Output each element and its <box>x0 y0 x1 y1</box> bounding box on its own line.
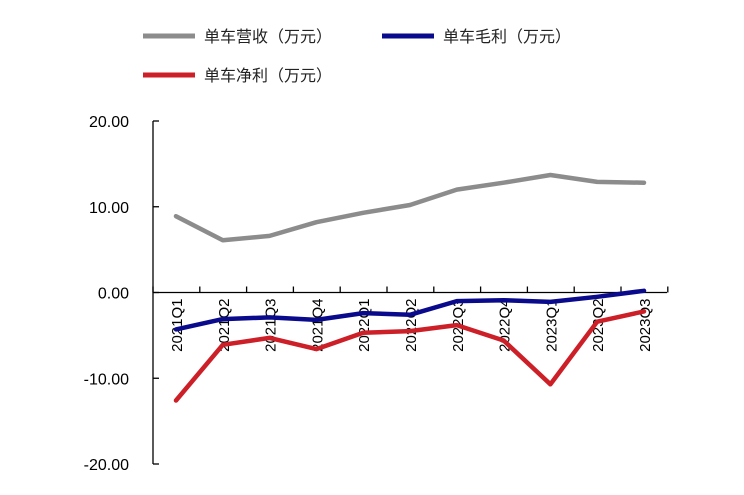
series-line-revenue <box>173 172 647 243</box>
x-tick-label: 2023Q1 <box>543 299 560 352</box>
x-tick-label: 2021Q1 <box>169 299 186 352</box>
y-tick-label: 10.00 <box>89 200 129 217</box>
y-tick-label: 0.00 <box>98 286 129 303</box>
x-tick-label: 2023Q3 <box>637 299 654 352</box>
y-tick-label: -20.00 <box>84 457 129 474</box>
x-tick-label: 2023Q2 <box>590 299 607 352</box>
x-tick-label: 2022Q2 <box>403 299 420 352</box>
series-layer <box>173 172 647 403</box>
legend-label: 单车净利（万元） <box>204 66 332 85</box>
y-tick-label: 20.00 <box>89 114 129 131</box>
x-tick-label: 2021Q3 <box>263 299 280 352</box>
x-tick-label: 2021Q4 <box>309 299 326 352</box>
legend-label: 单车毛利（万元） <box>443 27 571 46</box>
x-tick-label: 2022Q1 <box>356 299 373 352</box>
y-tick-label: -10.00 <box>84 371 129 388</box>
x-tick-label: 2021Q2 <box>216 299 233 352</box>
x-axis: 2021Q1 2021Q2 2021Q3 2021Q4 2022Q1 2022Q2 2022… <box>152 286 669 352</box>
series-line-net-profit <box>173 309 647 403</box>
series-line-gross-profit <box>173 288 647 332</box>
y-axis: 20.00 10.00 0.00 -10.00 -20.00 <box>84 114 159 474</box>
legend: 单车营收（万元） 单车毛利（万元） 单车净利（万元） <box>143 27 571 85</box>
legend-label: 单车营收（万元） <box>204 27 332 46</box>
